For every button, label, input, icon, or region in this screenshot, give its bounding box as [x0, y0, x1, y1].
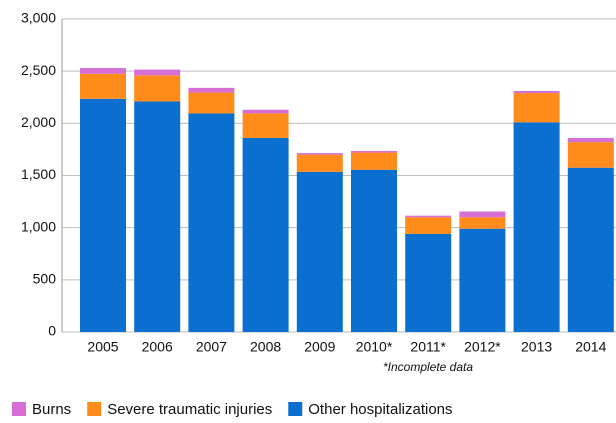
bar-segment — [351, 150, 397, 153]
bar-segment — [459, 217, 506, 229]
x-tick-label: 2014 — [575, 339, 606, 355]
bar-segment — [188, 113, 235, 333]
legend-swatch — [288, 402, 303, 416]
x-tick-label: 2010* — [356, 339, 393, 355]
bar-segment — [80, 73, 126, 99]
bar-segment — [80, 68, 126, 74]
bar-segment — [134, 101, 181, 332]
legend-swatch — [12, 402, 26, 416]
bar-segment — [567, 137, 614, 143]
bar-segment — [513, 93, 560, 123]
legend-label: Other hospitalizations — [308, 401, 452, 418]
bar-segment — [567, 142, 614, 168]
x-tick-label: 2007 — [196, 339, 227, 355]
y-tick-label: 1,000 — [21, 218, 56, 234]
bar-segment — [459, 228, 506, 332]
bar-segment — [405, 215, 452, 218]
y-tick-label: 0 — [48, 323, 56, 339]
bar-segment — [296, 154, 343, 172]
bar-segment — [242, 113, 289, 138]
bar-segment — [513, 122, 560, 332]
y-tick-label: 1,500 — [21, 166, 56, 182]
legend-label: Burns — [32, 401, 71, 418]
x-tick-label: 2006 — [142, 339, 173, 355]
bar-segment — [351, 169, 397, 332]
bar-segment — [296, 171, 343, 332]
bar-segment — [405, 233, 452, 332]
bar-segment — [242, 109, 289, 114]
x-tick-label: 2008 — [250, 339, 281, 355]
bar-segment — [513, 90, 560, 94]
x-tick-label: 2012* — [464, 339, 501, 355]
bar-segment — [188, 87, 235, 93]
x-tick-label: 2009 — [304, 339, 335, 355]
bar-segment — [134, 75, 181, 102]
bar-segment — [242, 137, 289, 332]
bar-segment — [80, 98, 126, 332]
y-tick-label: 500 — [33, 271, 57, 287]
y-tick-label: 2,000 — [21, 114, 56, 130]
bar-segment — [405, 217, 452, 234]
x-tick-label: 2005 — [87, 339, 118, 355]
bar-segment — [567, 167, 614, 332]
bar-segment — [188, 92, 235, 114]
y-tick-label: 2,500 — [21, 62, 56, 78]
bar-segment — [134, 69, 181, 76]
bar-segment — [459, 211, 506, 218]
legend-swatch — [87, 402, 102, 416]
bar-segment — [351, 152, 397, 170]
x-tick-label: 2013 — [521, 339, 552, 355]
y-tick-label: 3,000 — [21, 10, 56, 26]
x-tick-label: 2011* — [410, 339, 446, 355]
annotation: *Incomplete data — [383, 360, 473, 374]
bar-segment — [296, 153, 343, 155]
legend-label: Severe traumatic injuries — [107, 401, 272, 418]
